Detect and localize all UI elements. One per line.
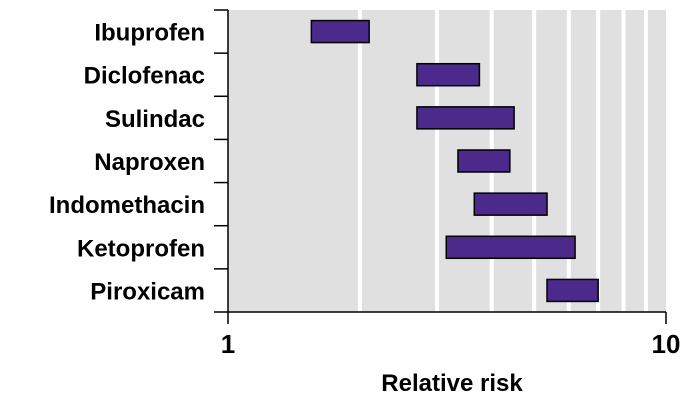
category-label: Indomethacin	[49, 192, 205, 219]
range-bar	[416, 106, 515, 130]
category-label: Sulindac	[105, 106, 205, 133]
range-bar	[546, 278, 599, 303]
plot-background	[228, 10, 666, 312]
category-label: Piroxicam	[90, 278, 205, 305]
x-tick-labels: 1 10	[221, 312, 681, 359]
category-labels: Ibuprofen Diclofenac Sulindac Naproxen Indom…	[49, 20, 205, 306]
axes	[227, 10, 666, 313]
x-tick-label: 10	[652, 329, 681, 359]
category-label: Ketoprofen	[77, 235, 205, 262]
category-label: Diclofenac	[84, 63, 205, 90]
category-label: Naproxen	[94, 149, 205, 176]
category-label: Ibuprofen	[94, 20, 205, 47]
range-bar	[457, 149, 511, 173]
range-bar	[445, 235, 576, 260]
range-bar	[473, 192, 548, 216]
category-ticks	[214, 9, 228, 313]
x-tick-label: 1	[221, 329, 235, 359]
range-bar	[416, 62, 481, 87]
x-axis-label: Relative risk	[381, 370, 523, 397]
range-bar	[310, 19, 370, 44]
range-bars	[310, 19, 599, 303]
